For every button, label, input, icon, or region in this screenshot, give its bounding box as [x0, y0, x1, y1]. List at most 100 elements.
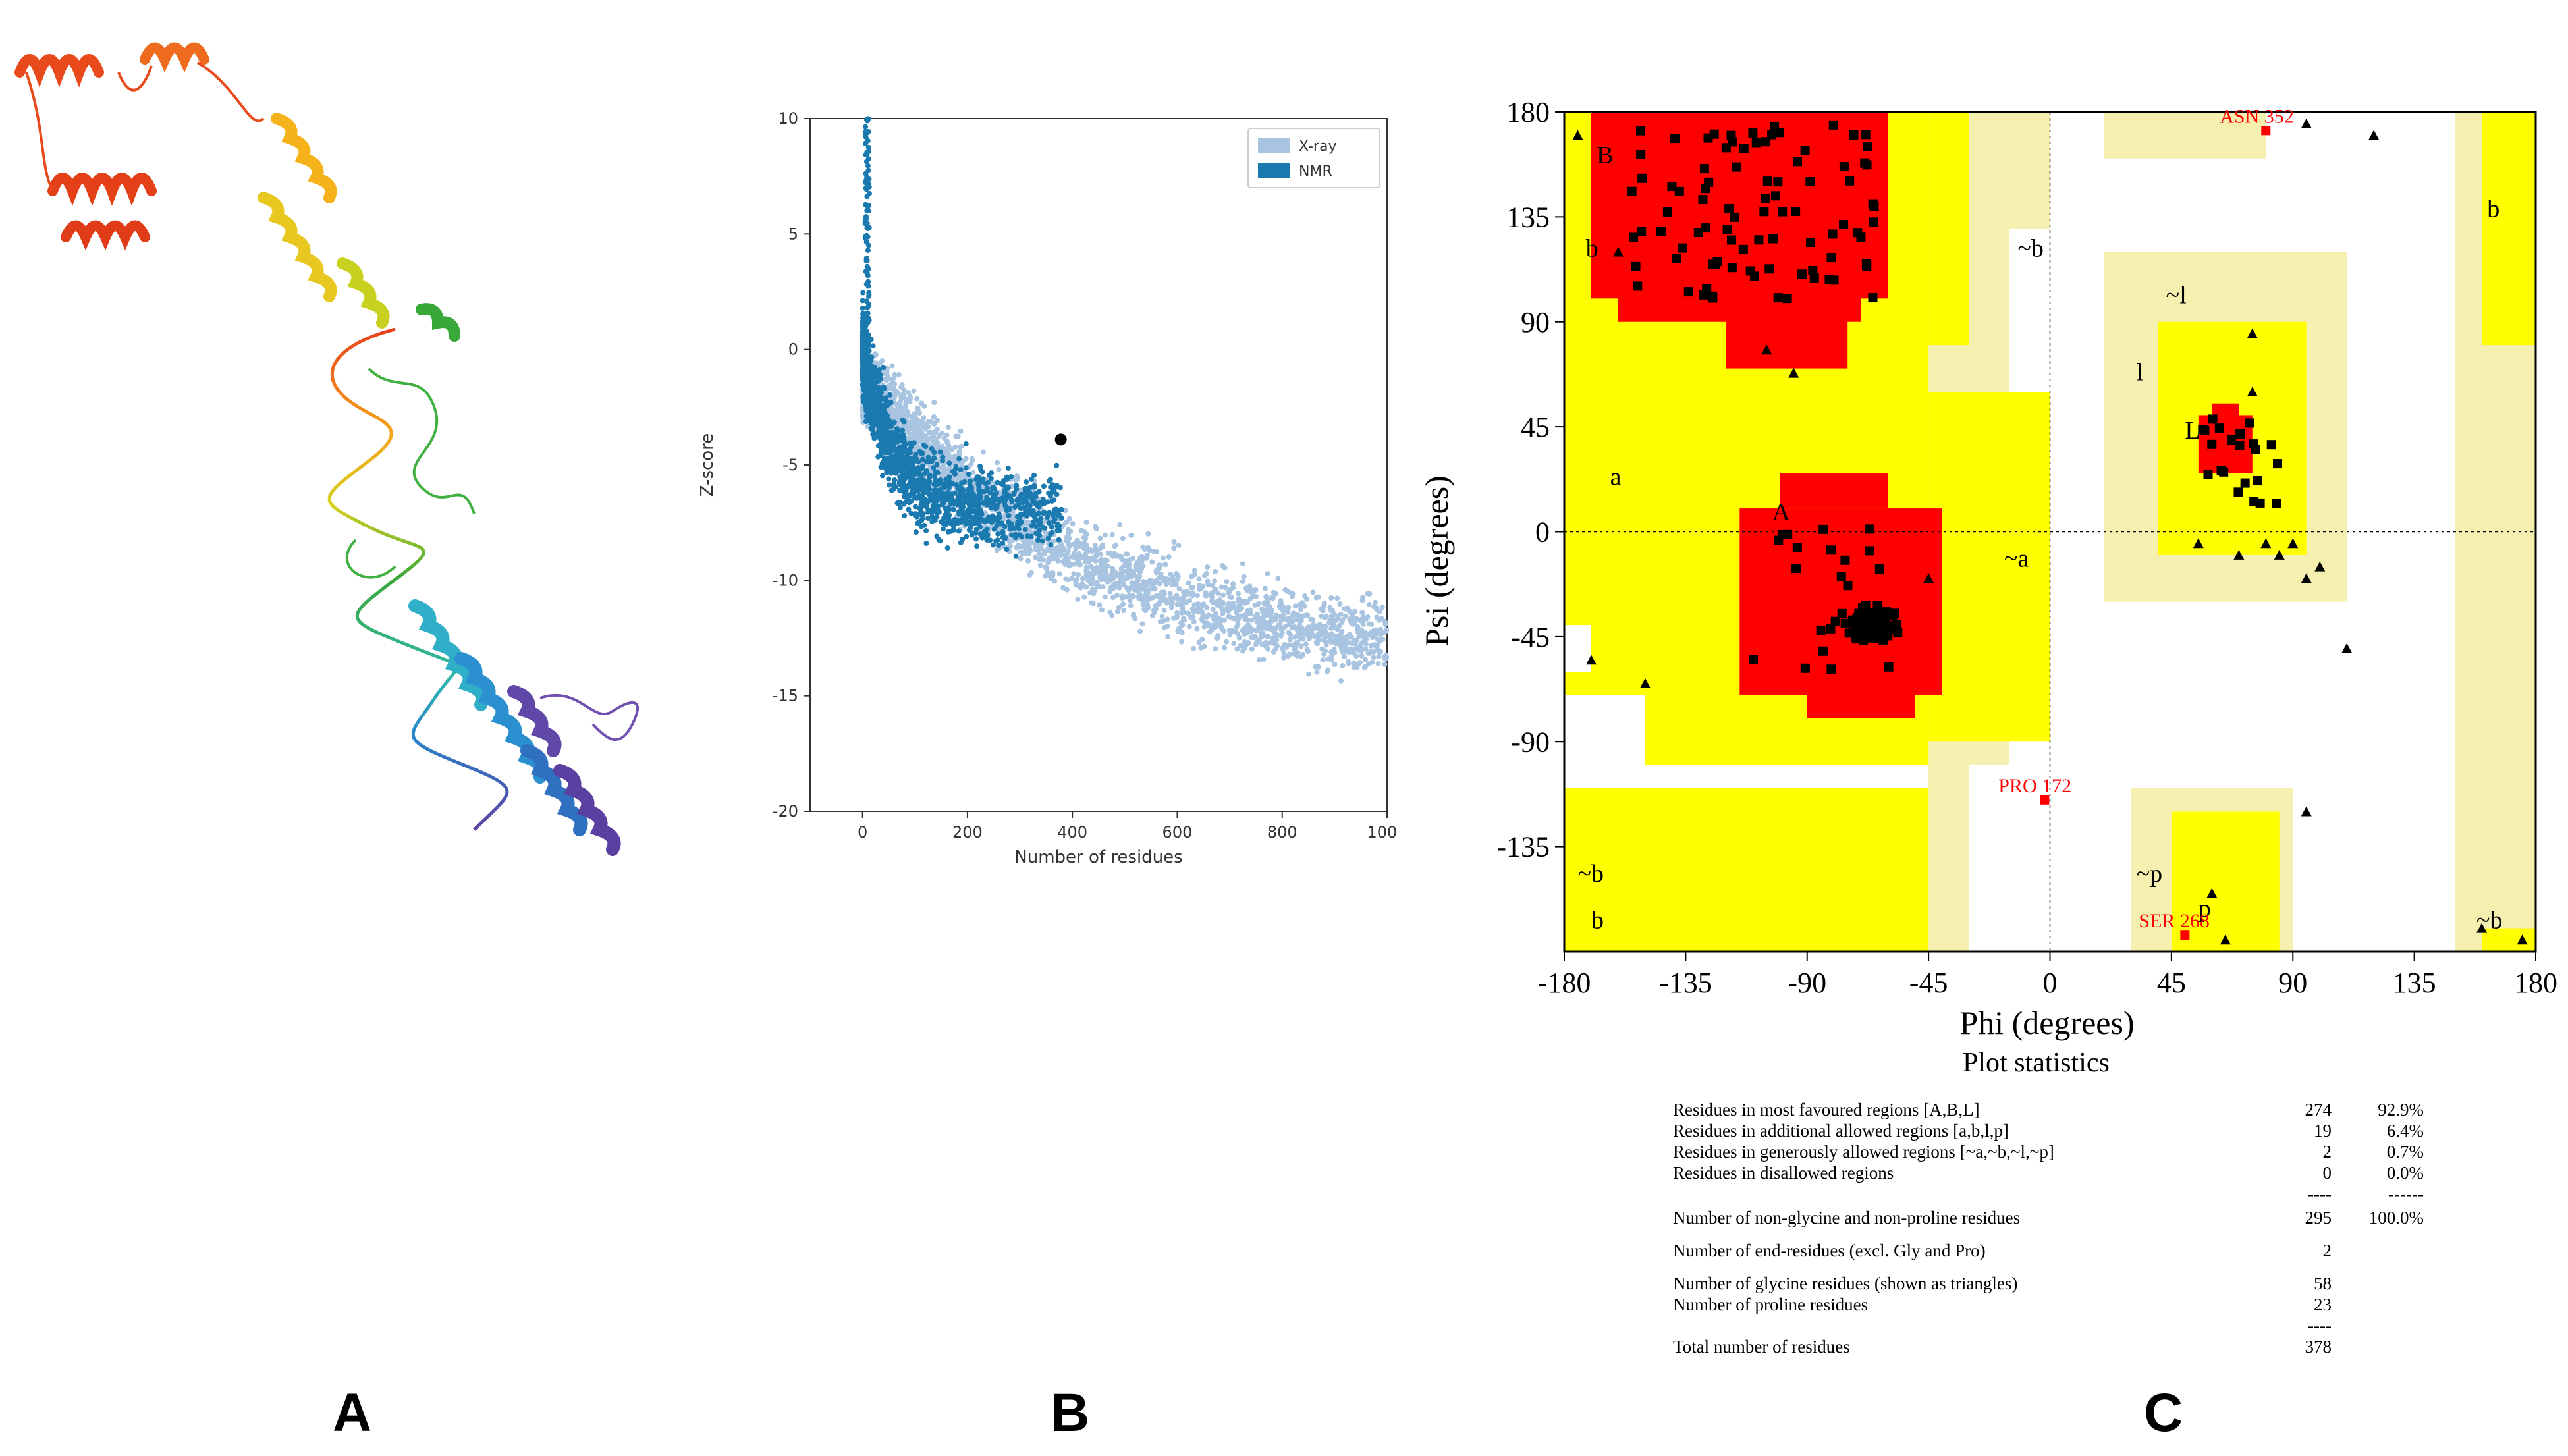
- nmr-point: [911, 440, 917, 446]
- xray-point: [1334, 595, 1340, 601]
- xray-point: [958, 460, 964, 466]
- region-label: ~b: [1577, 860, 1604, 888]
- nmr-point: [948, 528, 954, 534]
- xray-point: [1295, 639, 1301, 645]
- nmr-point: [1036, 489, 1042, 495]
- residue-point: [1726, 235, 1736, 245]
- xray-point: [1124, 576, 1130, 581]
- rama-axes: -180 -135 -90 -45 0 45 90 135 18018013590450-45-…: [1496, 96, 2557, 999]
- nmr-point: [941, 491, 946, 497]
- xray-point: [1257, 619, 1263, 625]
- glycine-point: [2517, 934, 2528, 945]
- xray-point: [1024, 520, 1030, 526]
- zscore-axes: 020040060080010001050-5-10-15-20: [773, 109, 1396, 842]
- xray-point: [1342, 606, 1348, 612]
- xray-point: [1231, 641, 1237, 647]
- nmr-point: [884, 412, 890, 418]
- xray-point: [1323, 631, 1328, 637]
- xray-point: [1309, 617, 1315, 623]
- nmr-point: [925, 500, 931, 506]
- nmr-point: [936, 509, 942, 515]
- xray-point: [1287, 637, 1293, 643]
- xray-point: [1076, 572, 1081, 578]
- xray-point: [1157, 581, 1162, 587]
- residue-point: [1791, 563, 1801, 573]
- nmr-point: [995, 479, 1000, 485]
- residue-point: [1861, 616, 1871, 626]
- xray-point: [1186, 624, 1192, 630]
- xray-point: [1315, 637, 1321, 643]
- psi-tick-label: -135: [1496, 831, 1550, 863]
- xray-point: [1189, 585, 1195, 591]
- xray-point: [1050, 554, 1056, 560]
- nmr-point: [952, 516, 958, 522]
- xray-point: [1159, 613, 1165, 619]
- nmr-point: [888, 400, 894, 406]
- xray-point: [1083, 564, 1089, 570]
- xray-point: [1220, 610, 1226, 616]
- xray-point: [1093, 526, 1099, 531]
- xray-point: [1379, 616, 1384, 622]
- xray-point: [1119, 556, 1125, 562]
- nmr-point: [985, 518, 991, 524]
- xray-point: [1158, 571, 1164, 577]
- xray-point: [1191, 568, 1197, 574]
- xray-point: [1215, 590, 1221, 596]
- xray-point: [1103, 532, 1108, 538]
- residue-point: [1770, 191, 1780, 201]
- nmr-point: [909, 483, 915, 489]
- xray-point: [931, 414, 937, 419]
- xray-point: [1042, 529, 1048, 535]
- nmr-point: [973, 526, 979, 532]
- residue-point: [1869, 217, 1878, 227]
- residue-point: [1830, 616, 1840, 626]
- residue-point: [1845, 176, 1855, 186]
- xray-point: [970, 470, 976, 475]
- residue-point: [1863, 142, 1872, 151]
- xray-point: [1092, 543, 1098, 549]
- xray-point: [1014, 473, 1020, 479]
- xray-point: [1139, 596, 1145, 602]
- xray-point: [1145, 603, 1151, 608]
- xray-point: [1162, 562, 1168, 568]
- xray-point: [873, 352, 879, 358]
- nmr-point: [885, 458, 890, 464]
- nmr-point: [963, 441, 969, 447]
- nmr-point: [873, 371, 879, 377]
- nmr-point: [946, 493, 952, 499]
- y-tick-label: -5: [782, 456, 798, 474]
- xray-point: [1332, 661, 1338, 667]
- nmr-point: [964, 491, 970, 497]
- xray-point: [1227, 632, 1233, 637]
- residue-point: [1749, 655, 1759, 664]
- legend-xray-swatch: [1258, 138, 1290, 153]
- xray-point: [953, 433, 959, 439]
- region-label: b: [2487, 195, 2500, 223]
- xray-point: [1196, 576, 1202, 582]
- nmr-point: [954, 502, 960, 508]
- residue-point: [1701, 223, 1711, 233]
- nmr-point: [959, 507, 965, 513]
- xray-point: [1022, 545, 1028, 551]
- nmr-point: [869, 404, 875, 410]
- psi-tick-label: 180: [1506, 96, 1550, 128]
- residue-point: [1853, 612, 1863, 622]
- xray-point: [919, 423, 925, 429]
- glycine-point: [2301, 118, 2312, 128]
- nmr-point: [976, 499, 982, 504]
- nmr-point: [906, 492, 912, 498]
- phi-tick-label: 180: [2514, 967, 2557, 999]
- xray-point: [956, 452, 962, 458]
- xray-point: [1340, 637, 1346, 643]
- nmr-point: [866, 290, 872, 296]
- xray-point: [1305, 612, 1311, 618]
- xray-point: [1340, 662, 1346, 668]
- nmr-point: [929, 496, 935, 502]
- residue-point: [1809, 273, 1819, 283]
- xray-point: [1113, 581, 1119, 587]
- nmr-point: [892, 477, 898, 483]
- nmr-point: [918, 450, 924, 456]
- nmr-point: [863, 329, 869, 335]
- xray-point: [1136, 589, 1142, 595]
- nmr-point: [906, 470, 912, 476]
